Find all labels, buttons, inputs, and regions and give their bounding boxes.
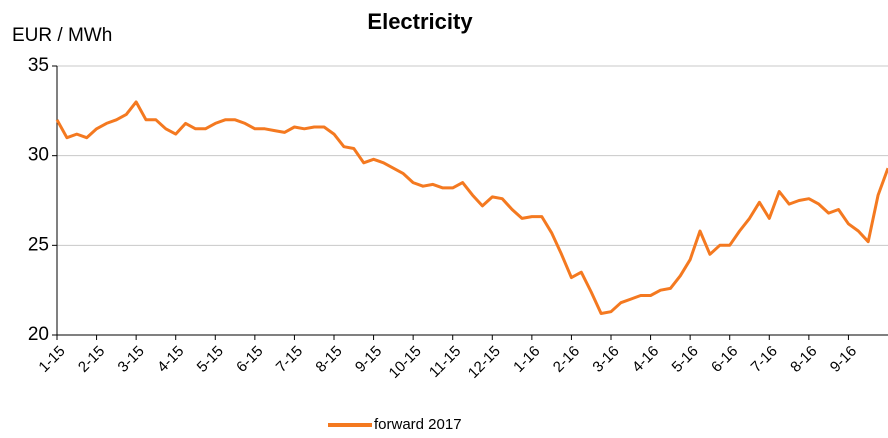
x-tick-label: 1-15 xyxy=(35,343,68,376)
x-tick-label: 1-16 xyxy=(510,343,543,376)
y-tick-label: 35 xyxy=(28,55,49,76)
x-tick-label: 8-15 xyxy=(312,343,345,376)
y-tick-label: 30 xyxy=(28,145,49,166)
chart-title: Electricity xyxy=(367,9,473,34)
series-line xyxy=(55,100,888,315)
y-tick-label: 20 xyxy=(28,324,49,345)
x-tick-label: 12-15 xyxy=(465,343,504,382)
x-tick-label: 3-15 xyxy=(115,343,148,376)
x-tick-label: 2-15 xyxy=(75,343,108,376)
x-tick-label: 2-16 xyxy=(550,343,583,376)
x-tick-label: 5-15 xyxy=(194,343,227,376)
x-tick-label: 10-15 xyxy=(386,343,425,382)
y-tick-label: 25 xyxy=(28,234,49,255)
x-tick-label: 3-16 xyxy=(589,343,622,376)
x-tick-label: 4-15 xyxy=(154,343,187,376)
legend-label: forward 2017 xyxy=(374,416,462,433)
x-tick-label: 5-16 xyxy=(669,343,702,376)
x-tick-label: 6-15 xyxy=(233,343,266,376)
x-tick-label: 8-16 xyxy=(787,343,820,376)
x-tick-label: 9-16 xyxy=(827,343,860,376)
y-axis-label: EUR / MWh xyxy=(12,25,112,46)
x-tick-label: 11-15 xyxy=(426,343,464,381)
x-tick-label: 7-15 xyxy=(273,343,306,376)
x-tick-label: 9-15 xyxy=(352,343,385,376)
x-tick-label: 4-16 xyxy=(629,343,662,376)
x-tick-label: 7-16 xyxy=(748,343,781,376)
x-tick-label: 6-16 xyxy=(708,343,741,376)
